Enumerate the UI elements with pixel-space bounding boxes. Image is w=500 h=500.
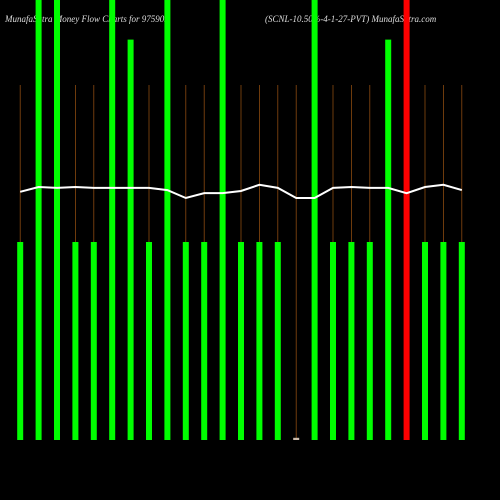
bar: [440, 242, 447, 440]
bar: [35, 0, 42, 440]
bar: [274, 242, 281, 440]
bar: [54, 0, 60, 440]
bar: [366, 242, 373, 440]
bar: [348, 242, 355, 440]
bar: [72, 242, 79, 440]
bar: [311, 0, 318, 440]
chart-subtitle: (SCNL-10.50%-4-1-27-PVT) MunafaSutra.com: [265, 14, 437, 24]
bar: [17, 242, 24, 440]
bar: [422, 242, 428, 440]
bar: [385, 39, 392, 440]
bar: [182, 242, 189, 440]
bar: [90, 242, 97, 440]
bar: [219, 0, 226, 440]
bar: [109, 0, 116, 440]
bar: [403, 0, 410, 440]
bar: [238, 242, 244, 440]
bar: [293, 437, 300, 440]
bar: [256, 242, 263, 440]
bar: [330, 242, 336, 440]
bar: [127, 39, 134, 440]
bar: [458, 242, 465, 440]
bar: [164, 0, 171, 440]
chart-title: MunafaSutra Money Flow Charts for 975902: [4, 14, 169, 24]
flow-line: [19, 183, 463, 200]
bar: [146, 242, 152, 440]
bar: [201, 242, 208, 440]
